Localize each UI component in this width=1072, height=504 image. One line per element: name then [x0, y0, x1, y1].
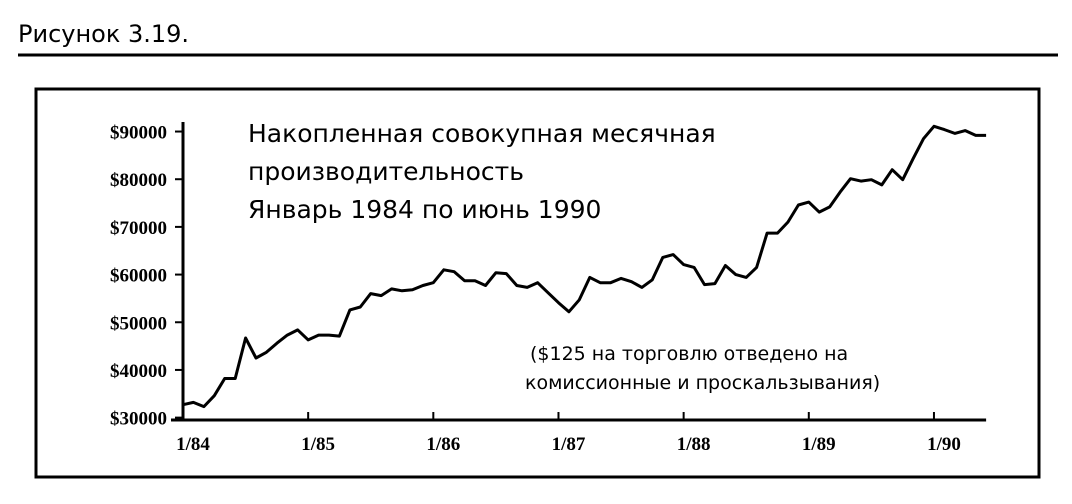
y-tick-label: $40000	[110, 361, 167, 382]
y-tick-label: $60000	[110, 266, 167, 287]
figure-label: Рисунок 3.19.	[18, 20, 189, 48]
x-tick-label: 1/86	[426, 434, 460, 455]
chart-title: производительность	[248, 157, 524, 186]
frame	[34, 87, 1041, 479]
x-tick-label: 1/84	[176, 434, 210, 455]
x-tick-label: 1/88	[677, 434, 711, 455]
y-tick-label: $30000	[110, 409, 167, 430]
x-tick-label: 1/87	[552, 434, 586, 455]
y-tick-label: $70000	[110, 218, 167, 239]
annotation: комиссионные и проскальзывания)	[525, 372, 880, 394]
x-tick-label: 1/89	[802, 434, 836, 455]
y-tick-label: $80000	[110, 170, 167, 191]
annotation: ($125 на торговлю отведено на	[530, 343, 848, 365]
chart-title: Январь 1984 по июнь 1990	[248, 195, 601, 224]
x-tick-label: 1/85	[301, 434, 335, 455]
chart-title: Накопленная совокупная месячная	[248, 119, 716, 148]
data-line	[182, 124, 987, 409]
y-tick-label: $90000	[110, 123, 167, 144]
x-tick-label: 1/90	[927, 434, 961, 455]
y-tick-label: $50000	[110, 313, 167, 334]
